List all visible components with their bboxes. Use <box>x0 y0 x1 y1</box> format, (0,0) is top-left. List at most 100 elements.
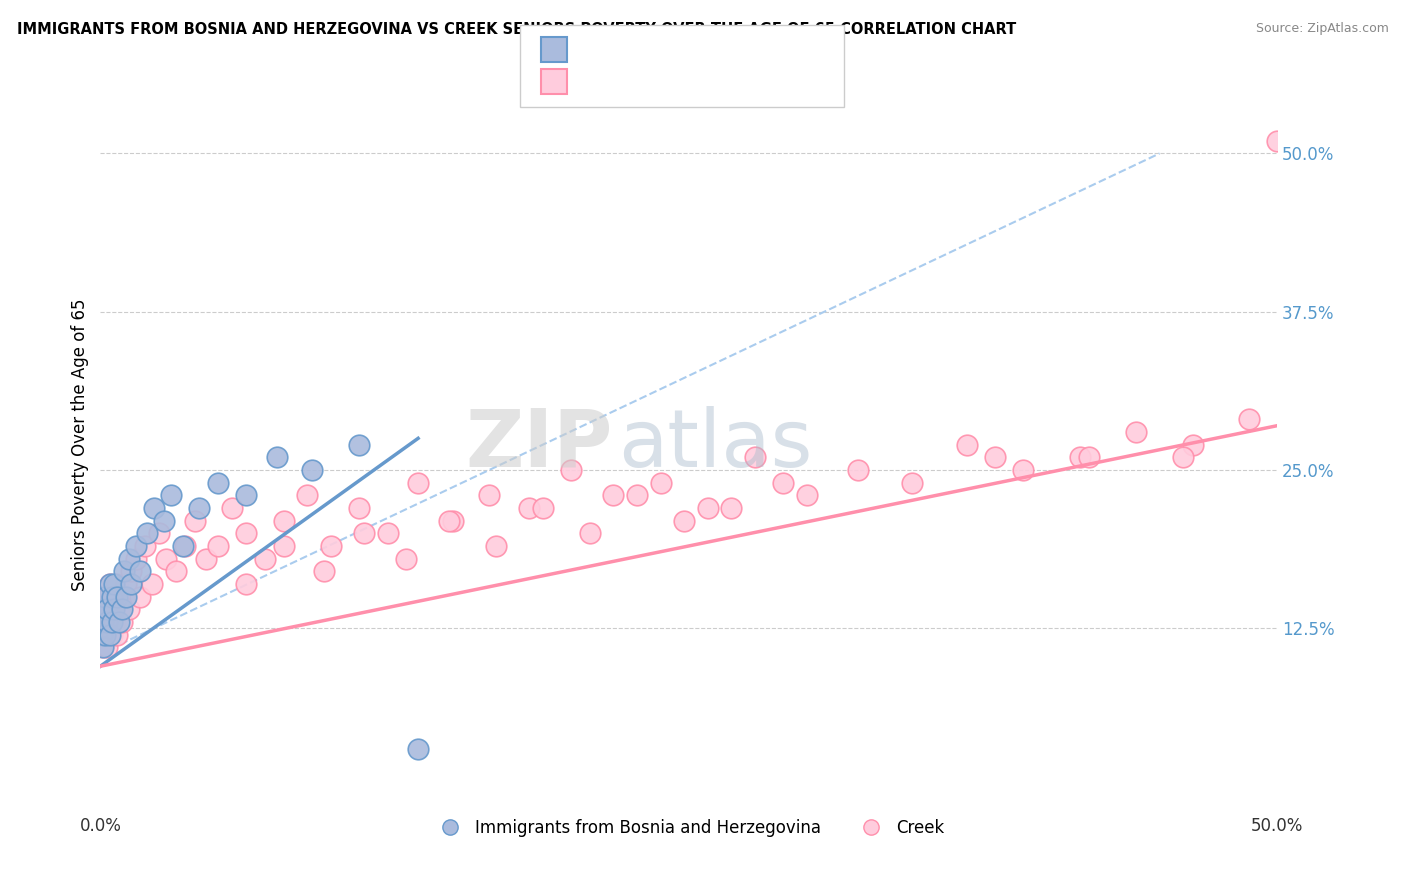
Point <box>650 475 672 490</box>
Point <box>406 741 429 756</box>
Point <box>94 590 117 604</box>
Point <box>96 602 118 616</box>
Point <box>1078 450 1101 465</box>
Point <box>221 500 243 515</box>
Point <box>349 500 371 515</box>
Point <box>91 640 114 655</box>
Point <box>901 475 924 490</box>
Text: R = 0.520   N = 35: R = 0.520 N = 35 <box>578 40 748 58</box>
Point <box>115 577 138 591</box>
Point <box>94 627 117 641</box>
Point <box>134 539 156 553</box>
Point <box>174 539 197 553</box>
Text: Source: ZipAtlas.com: Source: ZipAtlas.com <box>1256 22 1389 36</box>
Point <box>98 615 121 629</box>
Point <box>101 602 124 616</box>
Point <box>96 615 118 629</box>
Point <box>155 551 177 566</box>
Point <box>696 500 718 515</box>
Point <box>720 500 742 515</box>
Point <box>103 615 125 629</box>
Point <box>115 590 138 604</box>
Point <box>143 500 166 515</box>
Point <box>183 514 205 528</box>
Point <box>207 539 229 553</box>
Point <box>1069 450 1091 465</box>
Point <box>91 615 114 629</box>
Point <box>1125 425 1147 439</box>
Point <box>984 450 1007 465</box>
Point <box>94 627 117 641</box>
Point <box>90 627 112 641</box>
Point <box>1012 463 1035 477</box>
Point <box>101 615 124 629</box>
Point <box>98 627 121 641</box>
Point <box>772 475 794 490</box>
Point <box>602 488 624 502</box>
Point <box>148 526 170 541</box>
Point <box>437 514 460 528</box>
Point <box>101 627 124 641</box>
Point <box>94 602 117 616</box>
Point <box>120 564 142 578</box>
Point <box>406 475 429 490</box>
Point <box>120 577 142 591</box>
Point <box>165 564 187 578</box>
Point <box>531 500 554 515</box>
Y-axis label: Seniors Poverty Over the Age of 65: Seniors Poverty Over the Age of 65 <box>72 299 89 591</box>
Point <box>117 551 139 566</box>
Point <box>744 450 766 465</box>
Point <box>517 500 540 515</box>
Point <box>626 488 648 502</box>
Point <box>235 488 257 502</box>
Point <box>103 602 125 616</box>
Point <box>160 488 183 502</box>
Point <box>1181 437 1204 451</box>
Point <box>112 564 135 578</box>
Point <box>560 463 582 477</box>
Point <box>319 539 342 553</box>
Point <box>172 539 194 553</box>
Point <box>124 551 146 566</box>
Point <box>349 437 371 451</box>
Point <box>297 488 319 502</box>
Point <box>579 526 602 541</box>
Point <box>124 539 146 553</box>
Point <box>353 526 375 541</box>
Point <box>1265 134 1288 148</box>
Point <box>796 488 818 502</box>
Text: R = 0.403   N = 74: R = 0.403 N = 74 <box>578 72 748 90</box>
Point <box>235 577 257 591</box>
Point <box>110 615 132 629</box>
Text: atlas: atlas <box>619 406 813 483</box>
Point <box>395 551 418 566</box>
Point <box>117 602 139 616</box>
Point <box>129 590 152 604</box>
Point <box>1171 450 1194 465</box>
Point <box>673 514 696 528</box>
Point <box>153 514 176 528</box>
Point <box>108 602 131 616</box>
Point <box>103 577 125 591</box>
Point <box>254 551 277 566</box>
Point <box>108 615 131 629</box>
Point <box>485 539 508 553</box>
Point <box>91 615 114 629</box>
Point <box>105 590 128 604</box>
Point <box>94 602 117 616</box>
Point <box>110 602 132 616</box>
Point <box>235 526 257 541</box>
Point <box>96 640 118 655</box>
Point <box>98 577 121 591</box>
Point <box>101 590 124 604</box>
Text: IMMIGRANTS FROM BOSNIA AND HERZEGOVINA VS CREEK SENIORS POVERTY OVER THE AGE OF : IMMIGRANTS FROM BOSNIA AND HERZEGOVINA V… <box>17 22 1017 37</box>
Point <box>188 500 211 515</box>
Point <box>105 577 128 591</box>
Point <box>105 627 128 641</box>
Point <box>112 590 135 604</box>
Point <box>103 590 125 604</box>
Point <box>141 577 163 591</box>
Point <box>441 514 464 528</box>
Point <box>273 539 295 553</box>
Point <box>377 526 399 541</box>
